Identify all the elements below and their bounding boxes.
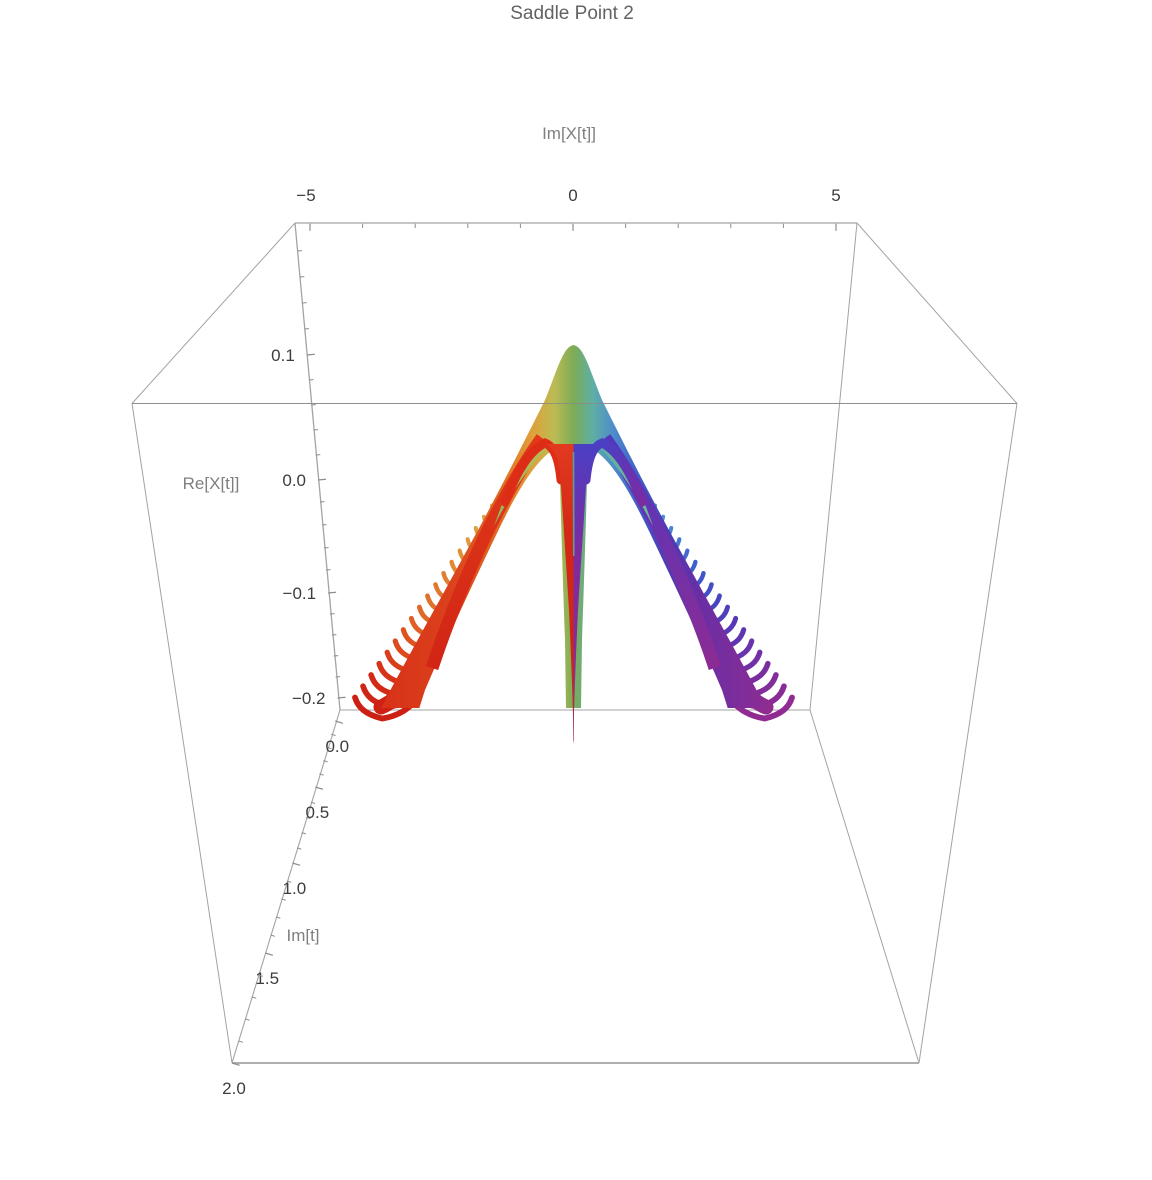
- tick-label-im-x: 0: [568, 186, 577, 205]
- box-edge: [809, 222, 858, 711]
- hook-curve-left: [352, 694, 416, 722]
- box-edge: [856, 222, 1018, 404]
- tick-mark: [306, 353, 315, 356]
- tick-mark: [245, 1018, 250, 1021]
- tick-mark: [317, 478, 327, 481]
- tick-mark: [319, 773, 324, 776]
- tick-label-im-t: 0.0: [325, 737, 349, 756]
- box-edge: [809, 709, 920, 1064]
- arch-window-right: [581, 452, 728, 709]
- tick-mark: [310, 801, 316, 804]
- arch-window-left: [419, 452, 566, 709]
- axis-label-re-x: Re[X[t]]: [182, 474, 240, 493]
- tick-mark: [331, 733, 336, 736]
- tick-mark: [292, 862, 301, 866]
- tick-mark: [323, 760, 328, 763]
- box-edge: [131, 222, 296, 404]
- tick-label-re-x: −0.1: [283, 584, 317, 603]
- tick-mark: [296, 847, 302, 850]
- box-edge: [294, 222, 341, 711]
- tick-mark: [315, 786, 324, 790]
- tick-mark: [265, 952, 274, 956]
- arch-crest-right: [581, 438, 647, 507]
- hook-curve-right: [731, 694, 795, 722]
- tick-mark: [231, 1062, 240, 1066]
- axis-label-im-t: Im[t]: [286, 926, 320, 945]
- tick-label-im-x: −5: [296, 186, 315, 205]
- tick-label-im-t: 1.0: [283, 879, 307, 898]
- center-column-right: [573, 444, 601, 744]
- tick-mark: [281, 898, 286, 901]
- tick-label-re-x: −0.2: [292, 689, 326, 708]
- tick-mark: [337, 696, 346, 699]
- tick-mark: [327, 746, 332, 750]
- tick-label-im-x: 5: [831, 186, 840, 205]
- tick-mark: [270, 934, 276, 937]
- tick-mark: [251, 996, 257, 999]
- box-edge: [131, 403, 233, 1064]
- center-column-left: [546, 444, 574, 744]
- tick-mark: [328, 591, 337, 594]
- tick-mark: [238, 1040, 244, 1043]
- tick-mark: [286, 880, 292, 883]
- box-edge: [231, 709, 341, 1064]
- box-edge: [918, 403, 1018, 1064]
- tick-label-im-t: 2.0: [222, 1079, 246, 1098]
- tick-mark: [258, 974, 264, 977]
- tick-label-re-x: 0.1: [271, 346, 295, 365]
- tick-label-im-t: 0.5: [306, 803, 330, 822]
- axis-ticks: −5 0 5 0.1 0.0 −0.1 −0.2 0.0 0.5 1.0 1.5 2.0: [222, 186, 841, 1098]
- tick-mark: [301, 832, 307, 835]
- tick-mark: [335, 720, 344, 724]
- tick-label-im-t: 1.5: [255, 969, 279, 988]
- chart-title: Saddle Point 2: [510, 3, 634, 24]
- tick-label-re-x: 0.0: [282, 471, 306, 490]
- tick-mark: [275, 916, 281, 919]
- arch-crest-left: [500, 438, 566, 507]
- tick-mark: [306, 816, 311, 820]
- axis-label-im-x: Im[X[t]]: [542, 124, 596, 143]
